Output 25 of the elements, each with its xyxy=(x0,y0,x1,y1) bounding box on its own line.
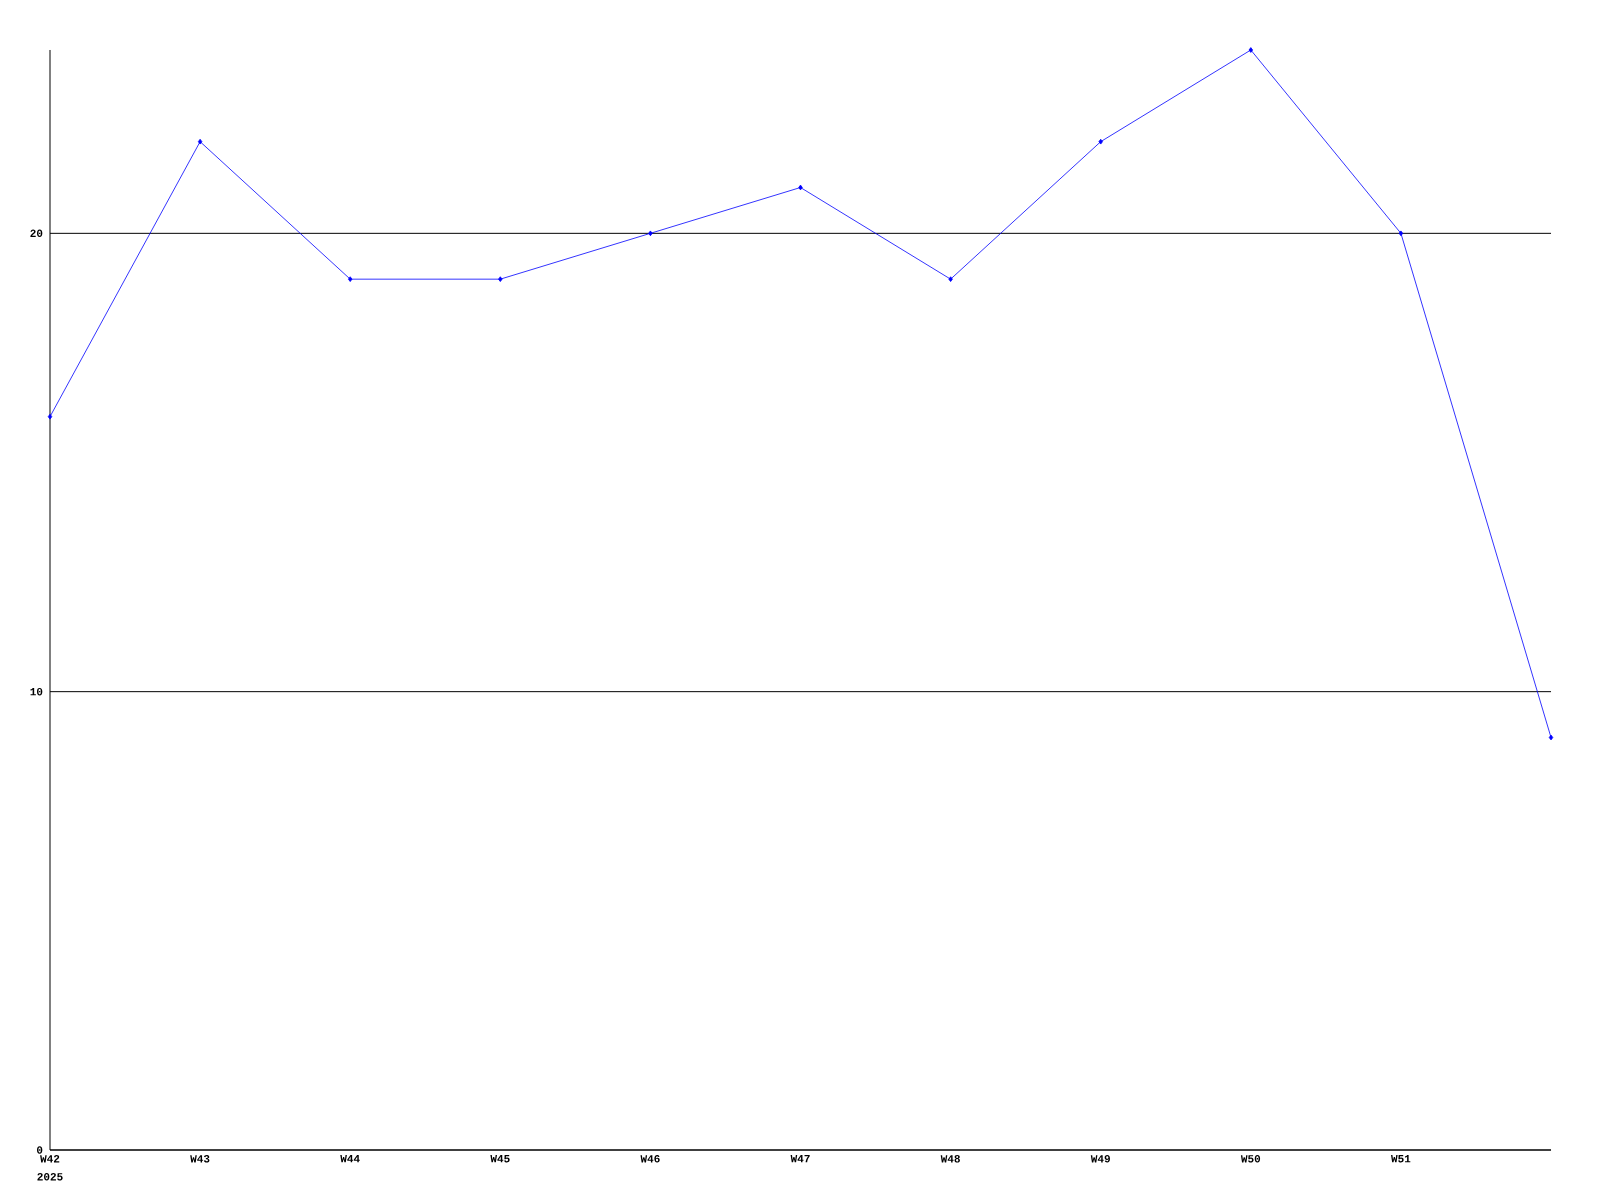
point xyxy=(1248,47,1254,53)
point xyxy=(1098,138,1103,145)
x-tick-label: W48 xyxy=(940,1155,960,1163)
point xyxy=(197,138,203,145)
y-tick-label: 20 xyxy=(30,229,43,238)
y-tick-label: 0 xyxy=(36,1146,43,1154)
point xyxy=(798,184,803,191)
x-tick-label: W44 xyxy=(340,1155,360,1163)
x-tick-label: W49 xyxy=(1090,1155,1110,1163)
x-tick-label: W47 xyxy=(790,1155,810,1163)
x-tick-label: W46 xyxy=(640,1155,660,1163)
point xyxy=(498,276,503,282)
x-tick-label: W51 xyxy=(1391,1155,1411,1163)
text: 2025 xyxy=(37,1173,63,1181)
x-tick-label: W42 xyxy=(40,1155,60,1163)
y-tick-label: 10 xyxy=(30,687,43,696)
point xyxy=(1398,230,1404,237)
point xyxy=(648,230,653,237)
point xyxy=(47,413,53,420)
x-tick-label: W43 xyxy=(190,1155,210,1163)
point xyxy=(348,276,353,282)
point xyxy=(1548,734,1554,741)
x-tick-label: W50 xyxy=(1240,1155,1261,1163)
point xyxy=(948,276,953,282)
x-tick-label: W45 xyxy=(490,1155,510,1163)
